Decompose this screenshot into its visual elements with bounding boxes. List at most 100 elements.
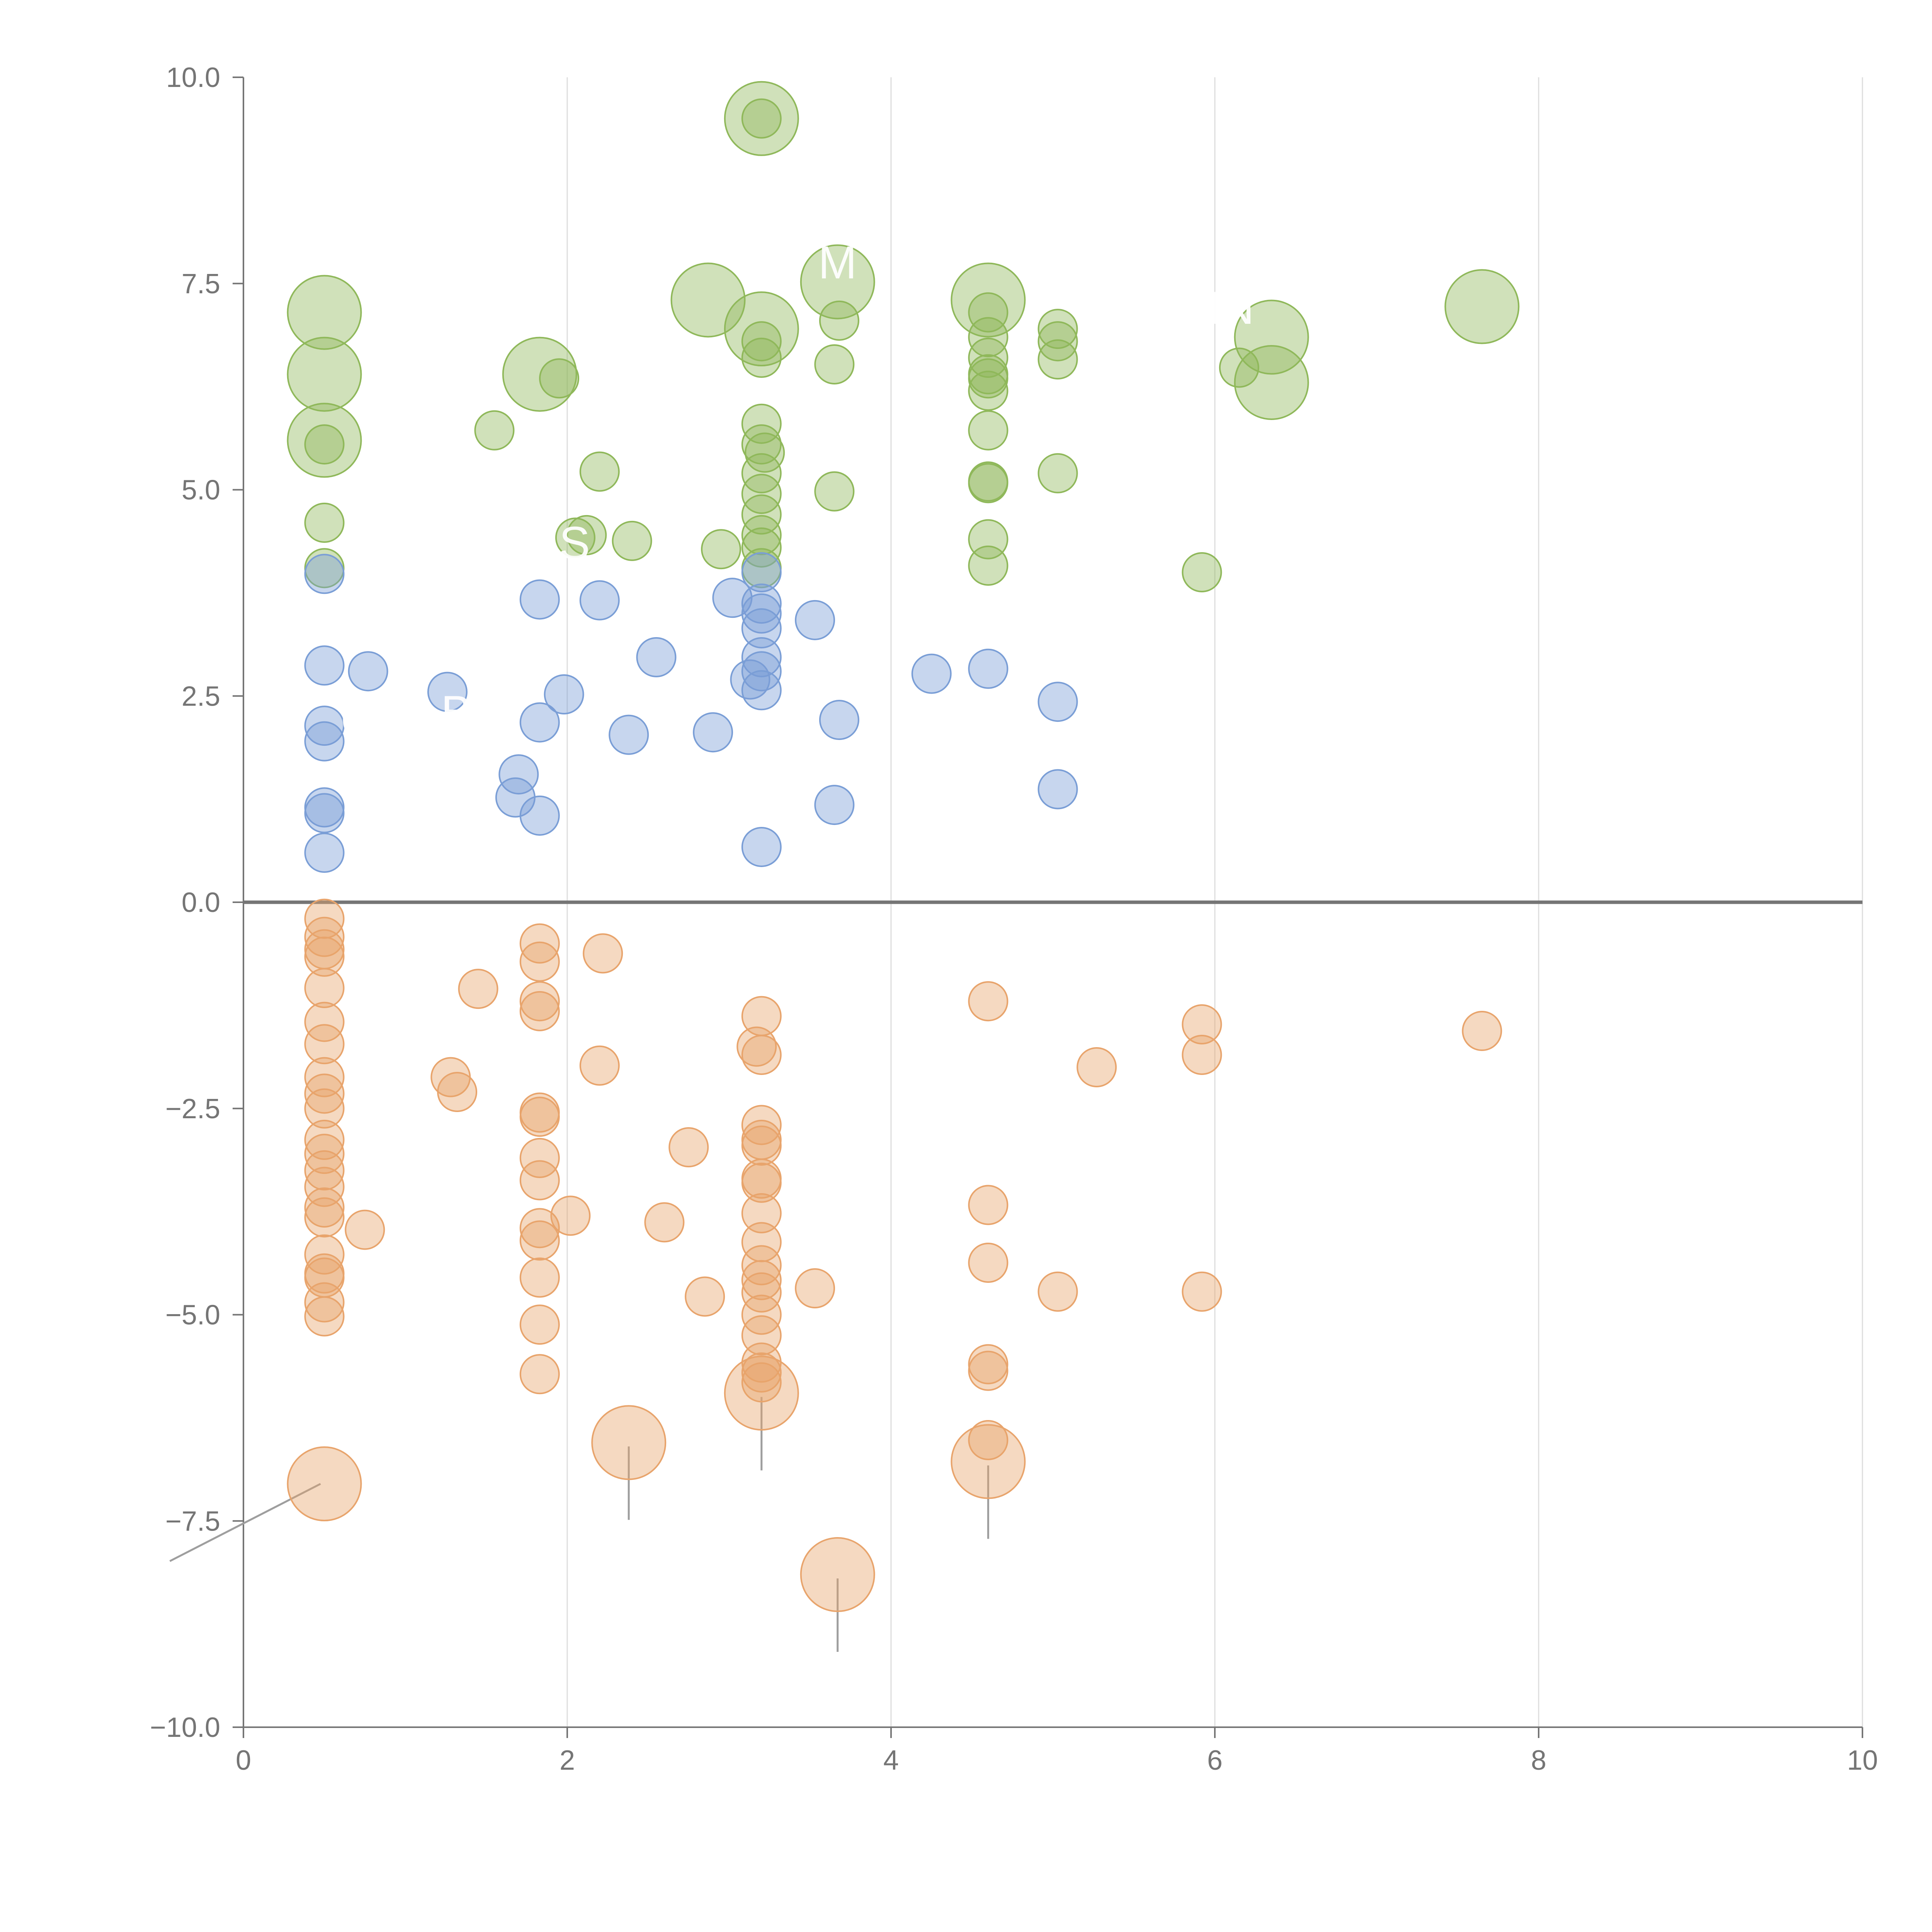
point-label: B [441,686,472,738]
blue-point [1037,682,1078,722]
green-point [1219,347,1259,388]
blue-point [730,659,770,700]
green-point [741,527,782,568]
orange-point [741,1125,782,1166]
blue-point [968,648,1009,689]
orange-point [304,1057,345,1097]
y-tick-label: −2.5 [165,1094,220,1124]
green-point [287,403,362,478]
orange-point [519,1160,560,1201]
orange-point [304,1088,345,1129]
blue-point [519,702,560,743]
blue-point [741,593,782,634]
y-tick-label: −7.5 [165,1506,220,1537]
green-point [968,292,1009,333]
blue-point [819,700,859,740]
orange-point [741,1034,782,1075]
green-point [741,453,782,493]
green-point [741,494,782,535]
orange-point [741,1193,782,1233]
orange-point [968,981,1009,1022]
data-points [287,81,1520,1612]
orange-point [304,1134,345,1174]
orange-point [1182,1034,1222,1075]
blue-point [741,637,782,677]
orange-point [591,1405,667,1480]
blue-point [544,674,584,714]
orange-point [345,1209,385,1250]
orange-point [1077,1047,1117,1087]
orange-point [668,1127,709,1168]
y-tick-label: 7.5 [182,269,220,299]
tick-labels: 10.0 7.5 5.0 2.5 0.0 −2.5 −5.0 −7.5 −10.0 0 2 4 6 8 10 [150,62,1878,1776]
blue-point [304,645,345,686]
blue-point [304,706,345,746]
green-point [612,520,652,561]
orange-point [304,936,345,977]
orange-point [579,1045,620,1086]
orange-point [519,1208,560,1248]
leader-line [169,1483,321,1562]
x-tick-label: 8 [1531,1745,1546,1776]
orange-point [304,1197,345,1238]
green-point [968,545,1009,586]
green-point [968,358,1009,399]
blue-point [304,832,345,873]
blue-point [693,712,733,753]
axes [233,77,1863,1738]
green-point [304,548,345,588]
green-point [968,371,1009,411]
point-label: -C [810,92,859,144]
orange-point [519,991,560,1031]
blue-point [519,579,560,620]
orange-point [550,1196,591,1236]
blue-point [636,637,677,677]
orange-point [519,1097,560,1137]
green-point [304,424,345,465]
blue-point [348,651,388,692]
green-point [741,98,782,139]
orange-point [519,923,560,964]
blue-point [304,554,345,594]
orange-point [304,1150,345,1190]
orange-point [741,1352,782,1393]
orange-point [304,1119,345,1160]
blue-point [795,600,835,640]
green-point [555,517,595,558]
blue-point [519,795,560,836]
green-point [1234,345,1309,420]
green-point [814,344,855,384]
leader-line [987,257,997,285]
green-point [701,529,742,570]
orange-point [519,1138,560,1178]
y-tick-label: −10.0 [150,1712,220,1743]
orange-point [741,1162,782,1203]
orange-point [741,1272,782,1313]
orange-point [800,1537,875,1612]
x-tick-label: 2 [560,1745,575,1776]
orange-point [968,1242,1009,1283]
green-point [968,317,1009,357]
y-tick-label: 0.0 [182,887,220,918]
green-point [741,403,782,444]
point-label: RIN [1174,282,1254,334]
x-tick-label: 4 [883,1745,899,1776]
orange-point [304,968,345,1009]
orange-point [724,1355,799,1431]
leader-line [539,331,549,359]
y-tick-label: 2.5 [182,681,220,712]
blue-point [1037,769,1078,810]
green-point [741,321,782,362]
blue-point [609,714,649,755]
green-point [968,410,1009,451]
leader-line [1270,340,1281,367]
orange-point [304,1073,345,1114]
green-point [968,463,1009,503]
leader-line [837,239,847,267]
leader-line [1481,264,1491,292]
y-tick-label: 10.0 [166,62,220,93]
orange-point [968,1350,1009,1391]
blue-point [304,793,345,833]
green-point [1037,309,1078,349]
